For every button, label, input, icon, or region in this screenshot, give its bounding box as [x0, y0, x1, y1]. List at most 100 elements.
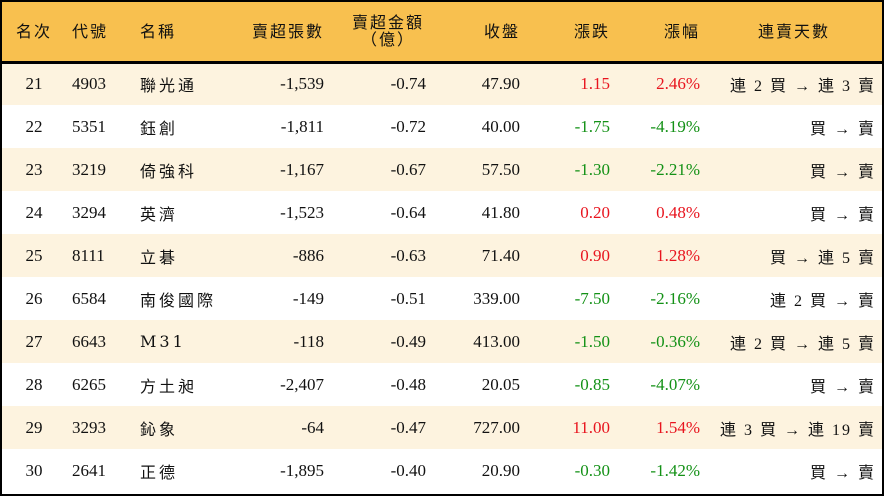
cell-streak: 連 2 買 → 連 5 賣	[729, 335, 876, 353]
cell-rank: 25	[25, 245, 43, 265]
cell-change-pct: -1.42%	[650, 460, 700, 480]
cell-change-pct: 1.28%	[656, 245, 700, 265]
cell-name: 英濟	[140, 204, 179, 224]
cell-net-sell-amount: -0.48	[390, 374, 426, 394]
cell-name: 正德	[140, 462, 179, 482]
cell-change: -0.85	[574, 374, 610, 394]
table-row[interactable]: 25 8111 立碁 -886 -0.63 71.40 0.90 1.28% 買 → 連 5 賣	[2, 234, 882, 277]
header-name: 名稱	[134, 2, 244, 64]
cell-name: 南俊國際	[140, 290, 217, 310]
cell-close: 40.00	[481, 116, 520, 136]
cell-close: 20.90	[481, 460, 520, 480]
cell-net-sell-lots: -1,811	[280, 116, 324, 136]
cell-rank: 21	[25, 74, 43, 94]
cell-net-sell-amount: -0.63	[390, 245, 426, 265]
cell-code: 4903	[72, 74, 106, 94]
table-row[interactable]: 22 5351 鈺創 -1,811 -0.72 40.00 -1.75 -4.19% 買 → 賣	[2, 105, 882, 148]
cell-code: 6265	[72, 374, 106, 394]
cell-change-pct: -2.21%	[650, 159, 700, 179]
cell-change: -1.75	[574, 116, 610, 136]
cell-change: 1.15	[580, 74, 610, 94]
cell-close: 20.05	[481, 374, 520, 394]
header-net-sell-amount-line2: （億）	[360, 30, 415, 50]
cell-code: 6643	[72, 331, 106, 351]
table-row[interactable]: 27 6643 M31 -118 -0.49 413.00 -1.50 -0.36% 連 2 買…	[2, 320, 882, 363]
cell-name: 鈊象	[140, 419, 179, 439]
cell-close: 71.40	[481, 245, 520, 265]
cell-streak: 買 → 賣	[809, 378, 876, 396]
cell-change-pct: 0.48%	[656, 202, 700, 222]
cell-change: 0.90	[580, 245, 610, 265]
cell-streak: 買 → 賣	[809, 163, 876, 181]
cell-net-sell-lots: -2,407	[280, 374, 324, 394]
cell-code: 6584	[72, 288, 106, 308]
cell-rank: 29	[25, 417, 43, 437]
table-row[interactable]: 21 4903 聯光通 -1,539 -0.74 47.90 1.15 2.46% 連 2 買 …	[2, 62, 882, 105]
table-row[interactable]: 30 2641 正德 -1,895 -0.40 20.90 -0.30 -1.42% 買 → 賣	[2, 449, 882, 492]
cell-change: -7.50	[574, 288, 610, 308]
cell-net-sell-lots: -1,895	[280, 460, 324, 480]
cell-rank: 27	[25, 331, 43, 351]
cell-net-sell-lots: -149	[292, 288, 324, 308]
cell-close: 413.00	[473, 331, 520, 351]
header-row: 名次 代號 名稱 賣超張數 賣超金額 （億） 收盤 漲跌 漲幅 連賣天數	[2, 2, 882, 64]
cell-code: 8111	[72, 245, 105, 265]
header-close: 收盤	[432, 2, 526, 64]
cell-name: 聯光通	[140, 76, 198, 96]
cell-change: -0.30	[574, 460, 610, 480]
cell-change-pct: 2.46%	[656, 74, 700, 94]
cell-code: 3293	[72, 417, 106, 437]
cell-name: 鈺創	[140, 118, 179, 138]
cell-rank: 26	[25, 288, 43, 308]
cell-change-pct: -4.19%	[650, 116, 700, 136]
header-change-pct: 漲幅	[616, 2, 706, 64]
table-row[interactable]: 29 3293 鈊象 -64 -0.47 727.00 11.00 1.54% 連 3 買 → …	[2, 406, 882, 449]
cell-streak: 連 3 買 → 連 19 賣	[719, 421, 876, 439]
cell-net-sell-lots: -118	[293, 331, 324, 351]
cell-change: -1.30	[574, 159, 610, 179]
cell-name: M31	[140, 332, 186, 351]
cell-net-sell-amount: -0.74	[390, 74, 426, 94]
cell-name: 立碁	[140, 247, 179, 267]
table-row[interactable]: 26 6584 南俊國際 -149 -0.51 339.00 -7.50 -2.16% 連 2 …	[2, 277, 882, 320]
header-streak: 連賣天數	[706, 2, 882, 64]
table-row[interactable]: 23 3219 倚強科 -1,167 -0.67 57.50 -1.30 -2.21% 買 → …	[2, 148, 882, 191]
cell-rank: 24	[25, 202, 43, 222]
cell-code: 2641	[72, 460, 106, 480]
cell-streak: 買 → 賣	[809, 464, 876, 482]
cell-close: 57.50	[481, 159, 520, 179]
table-body: 21 4903 聯光通 -1,539 -0.74 47.90 1.15 2.46% 連 2 買 …	[2, 62, 882, 492]
table-row[interactable]: 28 6265 方土昶 -2,407 -0.48 20.05 -0.85 -4.07% 買 → …	[2, 363, 882, 406]
cell-change-pct: -2.16%	[650, 288, 700, 308]
header-net-sell-lots: 賣超張數	[244, 2, 330, 64]
cell-net-sell-lots: -1,539	[280, 74, 324, 94]
cell-net-sell-amount: -0.49	[390, 331, 426, 351]
cell-close: 47.90	[481, 74, 520, 94]
cell-code: 3294	[72, 202, 106, 222]
cell-net-sell-amount: -0.51	[390, 288, 426, 308]
cell-rank: 28	[25, 374, 43, 394]
cell-net-sell-amount: -0.40	[390, 460, 426, 480]
cell-net-sell-lots: -886	[292, 245, 324, 265]
cell-streak: 連 2 買 → 賣	[769, 292, 876, 310]
cell-change: 0.20	[580, 202, 610, 222]
cell-close: 727.00	[473, 417, 520, 437]
table-row[interactable]: 24 3294 英濟 -1,523 -0.64 41.80 0.20 0.48% 買 → 賣	[2, 191, 882, 234]
cell-name: 方土昶	[140, 376, 198, 396]
header-net-sell-amount-line1: 賣超金額	[351, 13, 424, 33]
cell-net-sell-lots: -1,167	[280, 159, 324, 179]
cell-close: 339.00	[473, 288, 520, 308]
cell-net-sell-amount: -0.67	[390, 159, 426, 179]
header-code: 代號	[66, 2, 134, 64]
cell-streak: 買 → 連 5 賣	[769, 249, 876, 267]
cell-change-pct: -0.36%	[650, 331, 700, 351]
cell-change: 11.00	[572, 417, 610, 437]
cell-net-sell-lots: -64	[301, 417, 324, 437]
cell-streak: 連 2 買 → 連 3 賣	[729, 78, 876, 96]
cell-change-pct: 1.54%	[656, 417, 700, 437]
header-net-sell-amount: 賣超金額 （億）	[330, 2, 432, 64]
cell-change-pct: -4.07%	[650, 374, 700, 394]
cell-code: 3219	[72, 159, 106, 179]
